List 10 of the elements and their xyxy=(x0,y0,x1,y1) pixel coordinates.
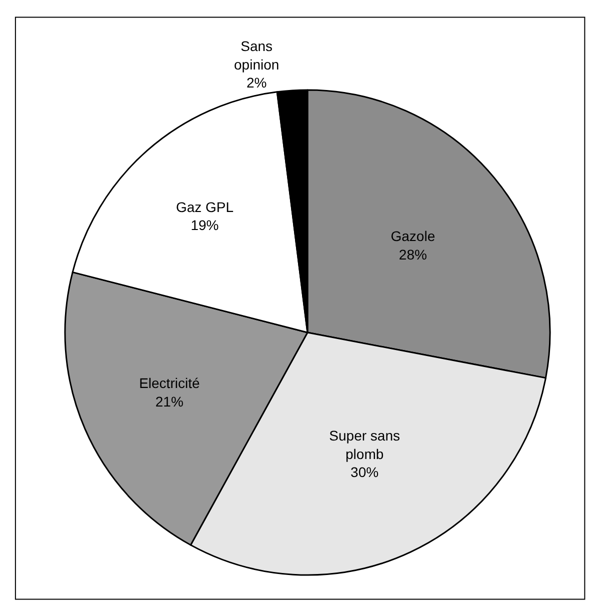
slice-label: Electricité xyxy=(139,375,200,392)
slice-label: Super sans plomb xyxy=(329,428,400,462)
slice-label: Gaz GPL xyxy=(176,198,234,215)
slice-label: Sans opinion xyxy=(234,38,280,72)
data-label: 21% xyxy=(155,393,184,410)
data-label: 19% xyxy=(190,217,219,234)
data-label: 28% xyxy=(398,246,427,262)
data-label: 2% xyxy=(246,74,267,91)
slice-label: Gazole xyxy=(390,228,436,244)
data-label: 30% xyxy=(350,464,379,480)
